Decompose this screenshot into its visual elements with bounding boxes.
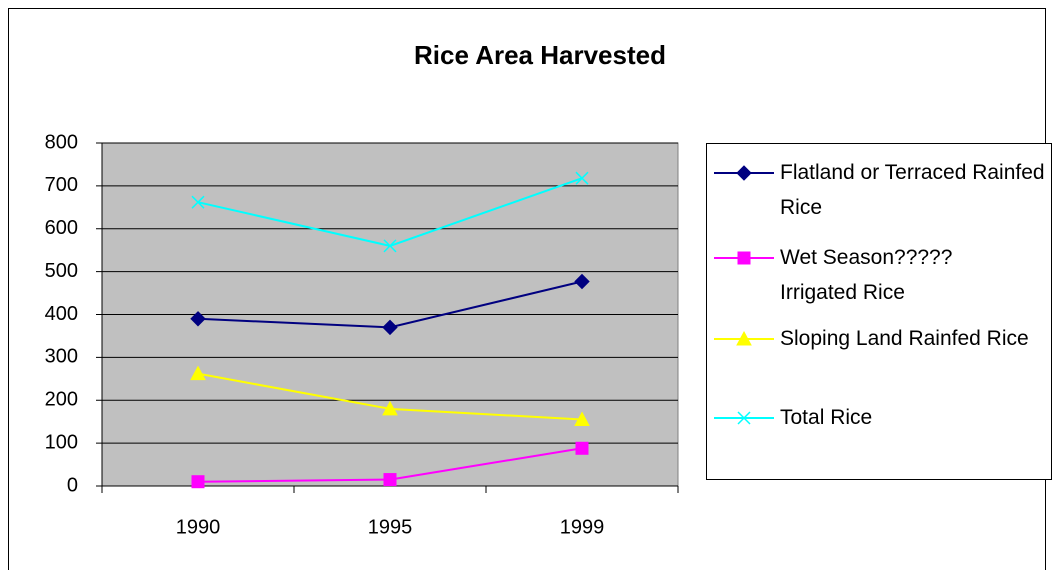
legend-marker — [737, 411, 751, 425]
data-point — [382, 319, 398, 336]
legend-label: Wet Season????? Irrigated Rice — [780, 246, 953, 304]
data-point — [190, 311, 206, 327]
y-tick-label: 0 — [67, 474, 78, 496]
legend-marker — [736, 330, 752, 346]
y-tick-label: 300 — [45, 346, 78, 368]
x-tick-label: 1990 — [176, 516, 221, 538]
data-point — [574, 273, 590, 290]
legend-marker — [736, 165, 752, 181]
y-tick-label: 600 — [45, 217, 78, 239]
x-tick-label: 1999 — [560, 516, 605, 538]
y-tick-label: 500 — [45, 260, 78, 282]
legend-label: Total Rice — [780, 406, 873, 429]
y-tick-label: 400 — [45, 303, 78, 325]
y-tick-label: 100 — [45, 431, 78, 453]
data-point — [383, 473, 397, 487]
legend-label: Sloping Land Rainfed Rice — [780, 327, 1029, 350]
legend-box — [706, 143, 1052, 480]
data-point — [383, 239, 397, 253]
chart-title: Rice Area Harvested — [414, 40, 666, 70]
data-point — [190, 365, 206, 381]
y-tick-label: 700 — [45, 174, 78, 196]
y-tick-label: 800 — [45, 131, 78, 153]
y-tick-label: 200 — [45, 389, 78, 411]
data-point — [191, 195, 205, 209]
data-point — [574, 411, 590, 427]
x-tick-label: 1995 — [368, 516, 413, 538]
data-point — [575, 171, 589, 185]
data-point — [191, 475, 205, 489]
data-point — [382, 400, 398, 416]
legend-marker — [737, 251, 751, 265]
legend-label: Flatland or Terraced Rainfed Rice — [780, 161, 1045, 219]
data-point — [575, 441, 589, 455]
